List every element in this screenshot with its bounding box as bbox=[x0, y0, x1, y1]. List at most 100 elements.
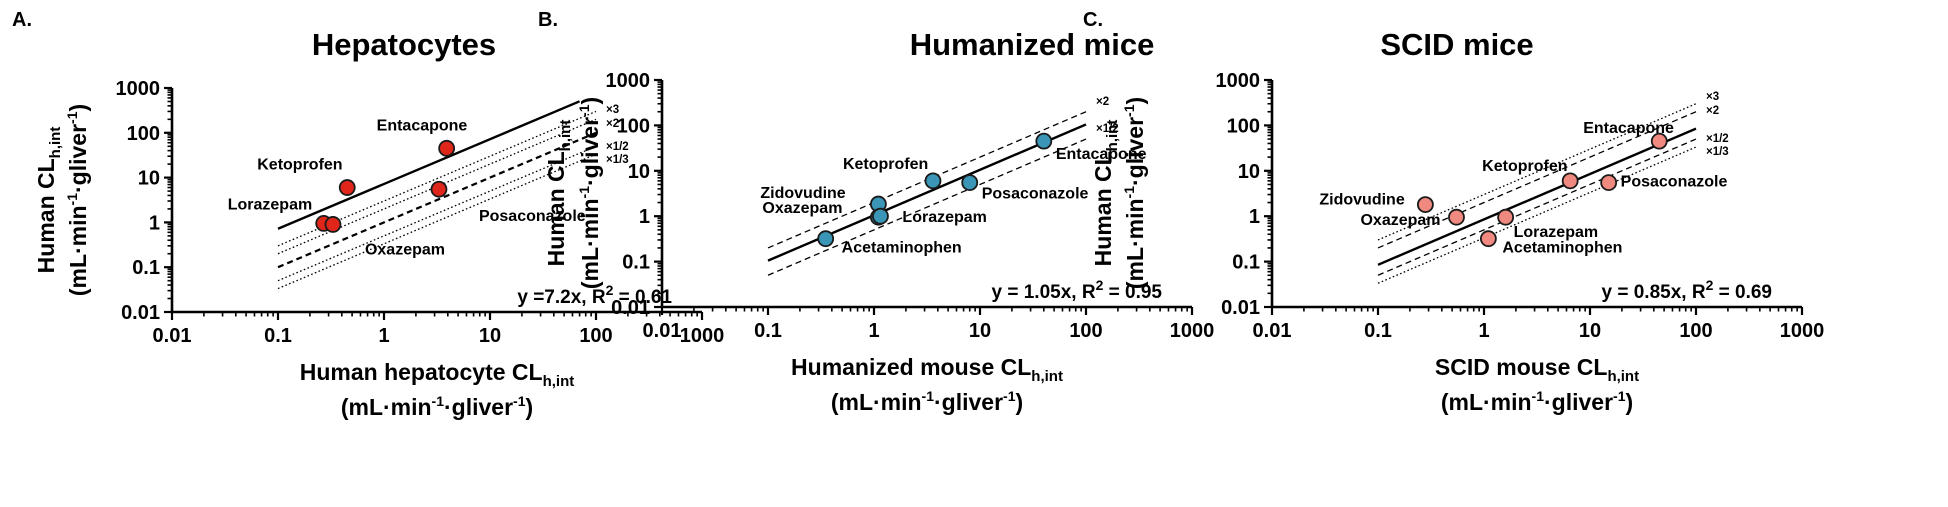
line-of-unity bbox=[277, 131, 597, 269]
chart-title: SCID mice bbox=[1380, 27, 1533, 62]
data-point bbox=[817, 230, 835, 248]
point-label: Oxazepam bbox=[1360, 212, 1440, 229]
fold-label: ×3 bbox=[1706, 91, 1719, 103]
point-label: Ketoprofen bbox=[1482, 158, 1567, 175]
y-axis-title: Human CLh,int bbox=[1090, 120, 1121, 267]
x-tick-label: 0.01 bbox=[153, 325, 192, 347]
x-tick-label: 1000 bbox=[1170, 320, 1215, 342]
x-axis-title: Humanized mouse CLh,int bbox=[791, 354, 1063, 385]
data-point bbox=[338, 179, 356, 196]
regression-equation: y =7.2x, R2 = 0.61 bbox=[517, 282, 672, 308]
y-tick-label: 0.01 bbox=[1221, 297, 1260, 319]
y-tick-label: 100 bbox=[127, 123, 160, 145]
point-label: Entacapone bbox=[1583, 120, 1674, 137]
y-tick-label: 1 bbox=[639, 206, 650, 228]
x-tick-label: 10 bbox=[969, 320, 991, 342]
y-tick-label: 0.1 bbox=[622, 252, 650, 274]
data-point bbox=[924, 172, 942, 190]
y-tick-label: 0.1 bbox=[1232, 252, 1260, 274]
data-point bbox=[872, 207, 889, 225]
x-tick-label: 10 bbox=[1579, 320, 1601, 342]
x-axis-title: SCID mouse CLh,int bbox=[1435, 354, 1639, 385]
data-point bbox=[324, 216, 342, 233]
y-tick-label: 10 bbox=[1238, 161, 1260, 183]
x-tick-label: 1000 bbox=[1780, 320, 1825, 342]
fold-label: ×2 bbox=[1096, 96, 1109, 108]
x-axis-unit: (mL·min-1·gliver-1) bbox=[341, 393, 533, 420]
y-tick-label: 1 bbox=[1249, 206, 1260, 228]
fold-line bbox=[1377, 146, 1697, 284]
x-tick-label: 1 bbox=[378, 325, 389, 347]
point-label: Acetaminophen bbox=[1502, 240, 1622, 257]
chart-panel-3: C. SCID mice 0.01 0.1 1 10 100 1000 0.01 0.1 1 10 10… bbox=[1083, 9, 1824, 415]
point-label: Posaconazole bbox=[1621, 174, 1728, 191]
x-tick-label: 10 bbox=[479, 325, 501, 347]
fold-line bbox=[277, 145, 597, 282]
point-label: Lorazepam bbox=[1514, 224, 1598, 241]
x-axis-unit: (mL·min-1·gliver-1) bbox=[1441, 388, 1633, 415]
data-point bbox=[1561, 172, 1579, 190]
y-axis-title: Human CLh,int bbox=[33, 127, 64, 274]
fold-label: ×1/3 bbox=[606, 154, 629, 166]
point-label: Lorazepam bbox=[902, 209, 986, 226]
x-tick-label: 1 bbox=[1478, 320, 1489, 342]
y-tick-label: 100 bbox=[617, 115, 650, 137]
y-axis-unit: (mL·min-1·gliver-1) bbox=[576, 97, 603, 289]
regression-line bbox=[277, 100, 581, 230]
data-point bbox=[1035, 132, 1053, 150]
point-label: Lorazepam bbox=[228, 196, 312, 213]
regression-equation: y = 1.05x, R2 = 0.95 bbox=[992, 277, 1163, 303]
y-tick-label: 0.1 bbox=[132, 257, 160, 279]
chart-title: Humanized mice bbox=[910, 27, 1155, 62]
y-tick-label: 100 bbox=[1227, 115, 1260, 137]
fold-line bbox=[277, 153, 597, 290]
x-tick-label: 1 bbox=[868, 320, 879, 342]
data-point bbox=[430, 180, 448, 198]
y-tick-label: 10 bbox=[138, 168, 160, 190]
point-label: Posaconazole bbox=[982, 186, 1089, 203]
data-point bbox=[1479, 230, 1497, 248]
point-label: Ketoprofen bbox=[843, 156, 928, 173]
data-point bbox=[1448, 208, 1465, 226]
y-axis-title: Human CLh,int bbox=[543, 120, 574, 267]
data-point bbox=[1600, 174, 1618, 191]
y-tick-label: 10 bbox=[628, 161, 650, 183]
y-axis-unit: (mL·min-1·gliver-1) bbox=[1121, 97, 1148, 289]
fold-label: ×2 bbox=[606, 118, 619, 130]
point-label: Zidovudine bbox=[760, 185, 845, 202]
x-tick-label: 0.1 bbox=[754, 320, 782, 342]
fold-label: ×3 bbox=[606, 104, 619, 116]
point-label: Posaconazole bbox=[479, 208, 586, 225]
panel-letter: B. bbox=[538, 9, 558, 31]
regression-equation: y = 0.85x, R2 = 0.69 bbox=[1602, 277, 1772, 303]
y-tick-label: 1 bbox=[149, 212, 160, 234]
x-tick-label: 0.01 bbox=[643, 320, 682, 342]
y-tick-label: 1000 bbox=[1216, 70, 1261, 92]
x-tick-label: 100 bbox=[1679, 320, 1712, 342]
y-axis-unit: (mL·min-1·gliver-1) bbox=[64, 104, 91, 296]
fold-line bbox=[1377, 111, 1697, 249]
x-tick-label: 100 bbox=[579, 325, 612, 347]
x-tick-label: 0.01 bbox=[1253, 320, 1292, 342]
x-tick-label: 100 bbox=[1069, 320, 1102, 342]
y-tick-label: 0.01 bbox=[611, 297, 650, 319]
point-label: Entacapone bbox=[1056, 146, 1147, 163]
x-axis-unit: (mL·min-1·gliver-1) bbox=[831, 388, 1023, 415]
regression-line bbox=[1377, 127, 1697, 266]
fold-label: ×2 bbox=[1706, 105, 1719, 117]
point-label: Ketoprofen bbox=[257, 157, 342, 174]
fold-line bbox=[1377, 103, 1697, 241]
fold-label: ×1/3 bbox=[1706, 146, 1729, 158]
point-label: Zidovudine bbox=[1319, 192, 1404, 209]
fold-label: ×1/2 bbox=[1706, 133, 1729, 145]
y-tick-label: 1000 bbox=[606, 70, 651, 92]
panel-letter: A. bbox=[12, 9, 32, 31]
y-tick-label: 0.01 bbox=[121, 302, 160, 324]
x-tick-label: 1000 bbox=[680, 325, 725, 347]
y-tick-label: 1000 bbox=[116, 78, 161, 100]
x-axis-title: Human hepatocyte CLh,int bbox=[300, 359, 574, 390]
point-label: Oxazepam bbox=[365, 241, 445, 258]
